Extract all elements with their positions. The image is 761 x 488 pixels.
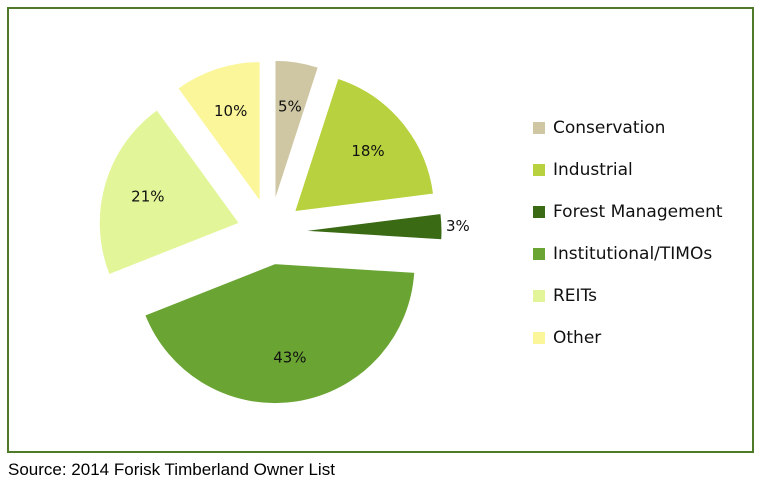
pie-slice-conservation [274,59,319,201]
legend-label-institutional-timos: Institutional/TIMOs [553,244,713,264]
slice-label-other: 10% [214,102,247,120]
pie-slice-reits [98,109,241,276]
slice-label-forest-management: 3% [446,217,470,235]
legend-label-reits: REITs [553,286,597,306]
legend-swatch-industrial [533,164,545,176]
source-note: Source: 2014 Forisk Timberland Owner Lis… [8,460,335,479]
legend-label-other: Other [553,328,602,348]
legend-swatch-conservation [533,122,545,134]
slice-label-institutional-timos: 43% [273,349,306,367]
legend-label-forest-management: Forest Management [553,202,723,222]
pie-slice-industrial [293,77,435,213]
pie-slice-other [177,61,261,204]
slice-label-conservation: 5% [278,97,302,115]
slice-label-reits: 21% [131,188,164,206]
pie-slice-institutional-timos [144,263,416,405]
legend-swatch-institutional-timos [533,248,545,260]
legend-swatch-reits [533,290,545,302]
pie-slice-forest-management [301,212,443,241]
legend-label-industrial: Industrial [553,160,633,180]
legend-swatch-other [533,332,545,344]
slice-label-industrial: 18% [351,142,384,160]
legend-label-conservation: Conservation [553,118,666,138]
legend-swatch-forest-management [533,206,545,218]
